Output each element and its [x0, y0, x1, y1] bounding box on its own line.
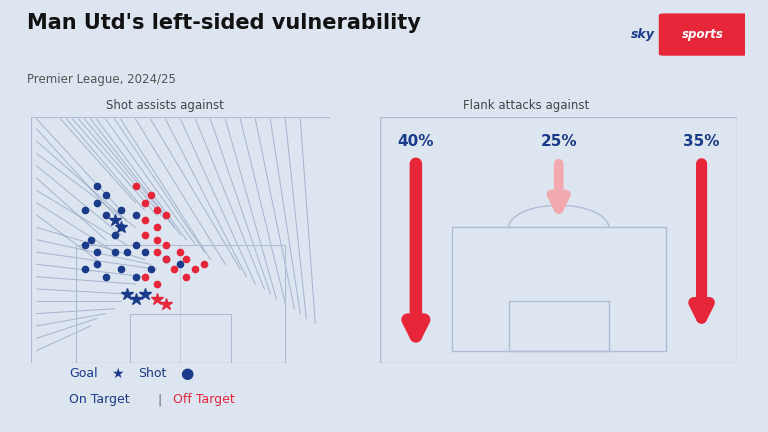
Text: Man Utd's left-sided vulnerability: Man Utd's left-sided vulnerability — [27, 13, 421, 33]
Text: Goal: Goal — [69, 367, 98, 380]
Text: ●: ● — [180, 366, 194, 381]
Text: On Target: On Target — [69, 393, 130, 406]
FancyBboxPatch shape — [659, 13, 747, 56]
Text: 35%: 35% — [684, 134, 720, 149]
Text: Shot: Shot — [138, 367, 167, 380]
Text: 25%: 25% — [541, 134, 577, 149]
Text: Flank attacks against: Flank attacks against — [463, 99, 589, 112]
Text: 40%: 40% — [398, 134, 434, 149]
Text: Off Target: Off Target — [173, 393, 234, 406]
Text: Shot assists against: Shot assists against — [106, 99, 224, 112]
Text: ★: ★ — [111, 367, 124, 381]
Text: Premier League, 2024/25: Premier League, 2024/25 — [27, 73, 176, 86]
Text: sky: sky — [631, 28, 655, 41]
Text: |: | — [157, 393, 162, 406]
Text: sports: sports — [682, 28, 724, 41]
